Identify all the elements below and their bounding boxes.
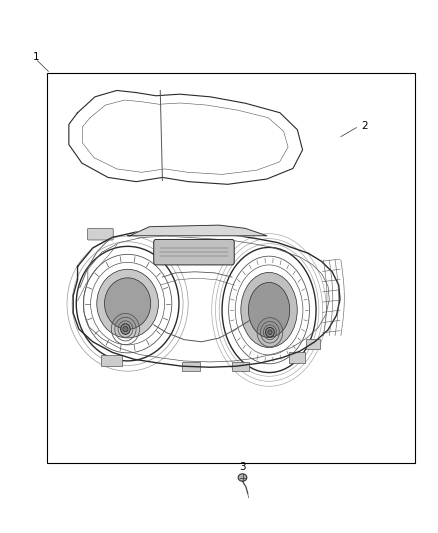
Ellipse shape [108, 282, 147, 325]
Text: 1: 1 [33, 52, 39, 62]
Ellipse shape [241, 272, 297, 348]
Ellipse shape [265, 327, 274, 337]
Ellipse shape [251, 286, 287, 334]
Ellipse shape [120, 324, 130, 334]
Bar [232, 362, 250, 372]
Ellipse shape [105, 278, 151, 329]
Polygon shape [127, 225, 267, 236]
Text: 3: 3 [240, 463, 246, 472]
Bar [306, 339, 320, 349]
Ellipse shape [238, 474, 247, 481]
Ellipse shape [97, 269, 159, 338]
Bar [182, 362, 200, 372]
Text: 2: 2 [361, 121, 368, 131]
Bar [47, 73, 415, 463]
Ellipse shape [123, 326, 128, 332]
FancyBboxPatch shape [88, 228, 113, 240]
Ellipse shape [268, 330, 272, 335]
Bar [101, 354, 121, 366]
Bar [289, 352, 305, 363]
Ellipse shape [248, 282, 290, 337]
FancyBboxPatch shape [154, 239, 234, 265]
